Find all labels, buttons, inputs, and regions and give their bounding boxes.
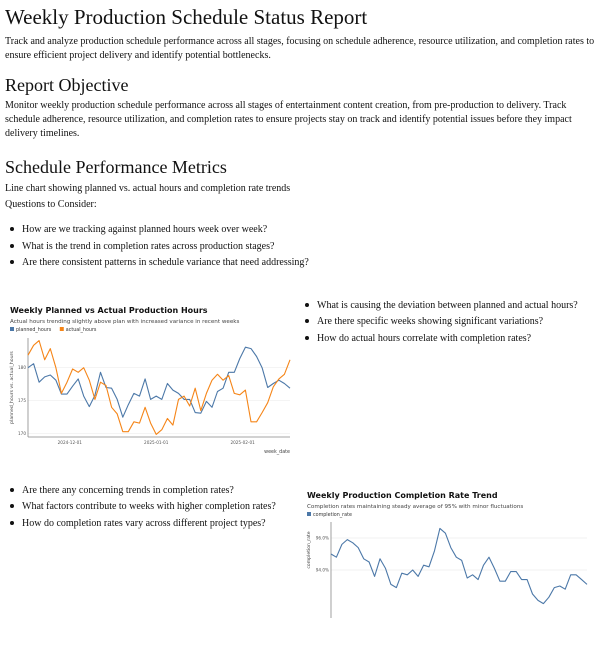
questions-right-list: What is causing the deviation between pl… (300, 298, 597, 348)
objective-heading: Report Objective (5, 75, 129, 95)
legend-label: actual_hours (66, 327, 97, 333)
legend-label: planned_hours (16, 327, 52, 333)
y-tick-label: 96.0% (316, 535, 329, 540)
list-item: How do completion rates vary across diff… (5, 516, 305, 533)
legend-swatch (307, 511, 311, 516)
objective-text: Monitor weekly production schedule perfo… (5, 100, 572, 139)
page-title: Weekly Production Schedule Status Report (5, 5, 368, 29)
hours-line-chart: Weekly Planned vs Actual Production Hour… (9, 306, 291, 455)
chart-subtitle: Actual hours trending slightly above pla… (10, 319, 240, 325)
series-line-planned-hours (27, 346, 291, 418)
completion-rate-line-chart: Weekly Production Completion Rate Trend C… (306, 491, 588, 618)
metrics-heading: Schedule Performance Metrics (5, 157, 227, 177)
y-axis-title: planned_hours vs. actual_hours (9, 350, 15, 423)
y-axis-title: completion_rate (306, 531, 312, 568)
list-item: Are there consistent patterns in schedul… (5, 255, 595, 272)
legend-swatch (59, 326, 64, 331)
completion-section: Are there any concerning trends in compl… (5, 483, 595, 657)
chart-subtitle: Completion rates maintaining steady aver… (307, 504, 523, 510)
chart-title: Weekly Production Completion Rate Trend (307, 491, 498, 500)
chart-title: Weekly Planned vs Actual Production Hour… (10, 306, 208, 315)
y-tick-label: 170 (18, 431, 26, 436)
list-item: Are there specific weeks showing signifi… (300, 314, 597, 331)
x-tick-label: 2024-12-01 (58, 440, 83, 445)
questions-left-list: Are there any concerning trends in compl… (5, 483, 305, 533)
legend-swatch (10, 326, 14, 331)
list-item: What factors contribute to weeks with hi… (5, 499, 305, 516)
intro-text: Track and analyze production schedule pe… (5, 36, 595, 61)
x-tick-label: 2025-02-01 (230, 440, 255, 445)
list-item: How are we tracking against planned hour… (5, 222, 595, 239)
y-tick-label: 94.0% (316, 567, 329, 572)
list-item: How do actual hours correlate with compl… (300, 331, 597, 348)
list-item: What is the trend in completion rates ac… (5, 239, 595, 256)
y-tick-label: 175 (18, 398, 26, 403)
x-tick-label: 2025-01-01 (144, 440, 169, 445)
x-axis-title: week_date (264, 449, 290, 455)
list-item: What is causing the deviation between pl… (300, 298, 597, 315)
y-tick-label: 180 (18, 365, 26, 370)
series-line-completion-rate (330, 527, 588, 604)
list-item: Are there any concerning trends in compl… (5, 483, 305, 500)
metrics-description: Line chart showing planned vs. actual ho… (5, 183, 291, 194)
legend-label: completion_rate (313, 512, 352, 518)
series-line-actual-hours (27, 339, 291, 435)
report-page: Weekly Production Schedule Status Report… (0, 4, 600, 657)
questions-list: How are we tracking against planned hour… (5, 222, 595, 272)
questions-label: Questions to Consider: (5, 199, 97, 210)
hours-section: Weekly Planned vs Actual Production Hour… (5, 298, 595, 464)
